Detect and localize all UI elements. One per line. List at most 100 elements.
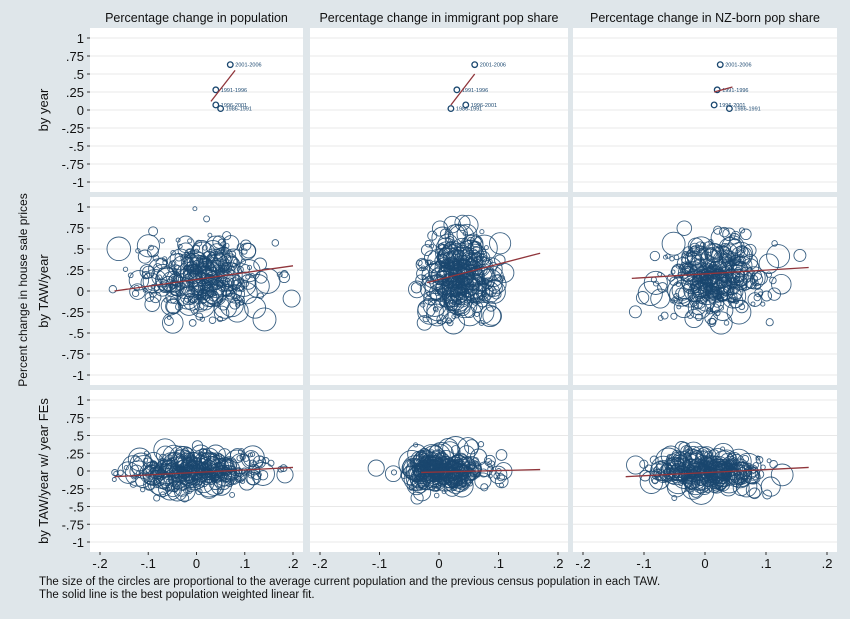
- taw-point: [224, 280, 230, 286]
- y-tick-label: .25: [66, 446, 84, 461]
- year-point: [212, 101, 220, 109]
- y-tick-label: -.5: [69, 139, 84, 154]
- taw-point: [431, 226, 454, 249]
- taw-point: [175, 237, 181, 243]
- taw-point: [157, 458, 168, 468]
- taw-point: [453, 311, 461, 319]
- taw-point: [464, 439, 480, 455]
- taw-point: [769, 460, 778, 469]
- taw-point: [725, 256, 731, 263]
- x-tick-label: .2: [553, 556, 564, 571]
- taw-point: [240, 242, 257, 259]
- taw-point: [203, 474, 225, 496]
- taw-point: [483, 454, 496, 467]
- taw-point: [487, 284, 495, 292]
- footnote-size: The size of the circles are proportional…: [39, 576, 661, 588]
- taw-point: [143, 471, 149, 477]
- taw-point: [165, 298, 182, 315]
- taw-point: [132, 455, 140, 462]
- taw-point: [472, 301, 495, 324]
- taw-point: [712, 299, 722, 308]
- taw-point: [416, 315, 433, 331]
- taw-point: [404, 464, 416, 477]
- taw-point: [411, 477, 417, 483]
- taw-point: [203, 215, 211, 223]
- taw-point: [765, 318, 774, 327]
- taw-point: [434, 445, 441, 451]
- taw-point: [454, 263, 461, 270]
- taw-point: [457, 437, 479, 459]
- taw-point: [665, 457, 679, 472]
- taw-point: [240, 467, 248, 475]
- taw-point: [447, 271, 454, 278]
- taw-point: [153, 475, 165, 487]
- taw-point: [229, 448, 245, 464]
- taw-point: [687, 237, 705, 254]
- taw-point: [141, 271, 151, 280]
- taw-point: [709, 268, 729, 289]
- taw-point: [753, 280, 759, 286]
- taw-point: [457, 458, 464, 465]
- taw-point: [198, 257, 212, 271]
- year-point-label: 1991-1996: [221, 88, 247, 94]
- taw-point: [191, 440, 204, 452]
- taw-point: [723, 285, 732, 294]
- taw-point: [139, 264, 155, 279]
- taw-point: [151, 263, 175, 288]
- taw-point: [692, 273, 698, 279]
- taw-point: [276, 466, 294, 484]
- taw-point: [495, 449, 508, 461]
- taw-point: [184, 295, 191, 303]
- taw-point: [474, 311, 480, 317]
- taw-point: [433, 472, 440, 479]
- y-tick-label: -.5: [69, 326, 84, 341]
- taw-point: [390, 469, 398, 476]
- taw-point: [160, 296, 181, 316]
- taw-point: [745, 481, 763, 499]
- taw-point: [432, 451, 451, 471]
- taw-point: [663, 469, 671, 476]
- taw-point: [475, 472, 481, 478]
- taw-point: [225, 299, 249, 323]
- taw-point: [456, 299, 463, 306]
- taw-point: [127, 272, 134, 279]
- taw-point: [406, 460, 415, 468]
- taw-point: [423, 250, 439, 266]
- taw-point: [192, 206, 198, 212]
- taw-point: [671, 265, 683, 278]
- taw-point: [254, 268, 281, 294]
- taw-point: [676, 220, 693, 236]
- y-tick-label: -1: [72, 535, 84, 550]
- taw-point: [213, 305, 230, 322]
- taw-point: [111, 469, 119, 477]
- taw-point: [245, 274, 251, 280]
- x-tick-label: -.1: [372, 556, 387, 571]
- taw-point: [747, 292, 763, 307]
- taw-point: [733, 298, 740, 305]
- year-point-label: 1991-1996: [462, 88, 488, 94]
- taw-point: [185, 486, 193, 495]
- taw-point: [448, 258, 460, 270]
- taw-point: [714, 296, 721, 303]
- fit-line: [426, 252, 541, 284]
- taw-point: [707, 263, 721, 278]
- taw-point: [736, 467, 748, 478]
- taw-point: [704, 246, 718, 260]
- taw-point: [753, 293, 762, 302]
- year-point: [462, 101, 470, 109]
- taw-point: [712, 290, 720, 298]
- taw-point: [479, 253, 485, 260]
- taw-point: [170, 259, 177, 266]
- year-point-label: 1996-2001: [719, 103, 745, 109]
- y-tick-label: 0: [77, 464, 84, 479]
- taw-point: [771, 240, 778, 247]
- taw-point: [131, 474, 137, 480]
- taw-point: [718, 305, 725, 311]
- x-tick-label: 0: [435, 556, 442, 571]
- year-point-label: 2001-2006: [725, 63, 751, 69]
- taw-point: [715, 476, 731, 492]
- year-point: [716, 61, 724, 69]
- taw-point: [693, 302, 700, 309]
- panel-r2-c0: 1 .75 .5 .25 0 -.25 -.5 -.75 -1 -.2 -.1 0 .1 .2: [62, 390, 303, 571]
